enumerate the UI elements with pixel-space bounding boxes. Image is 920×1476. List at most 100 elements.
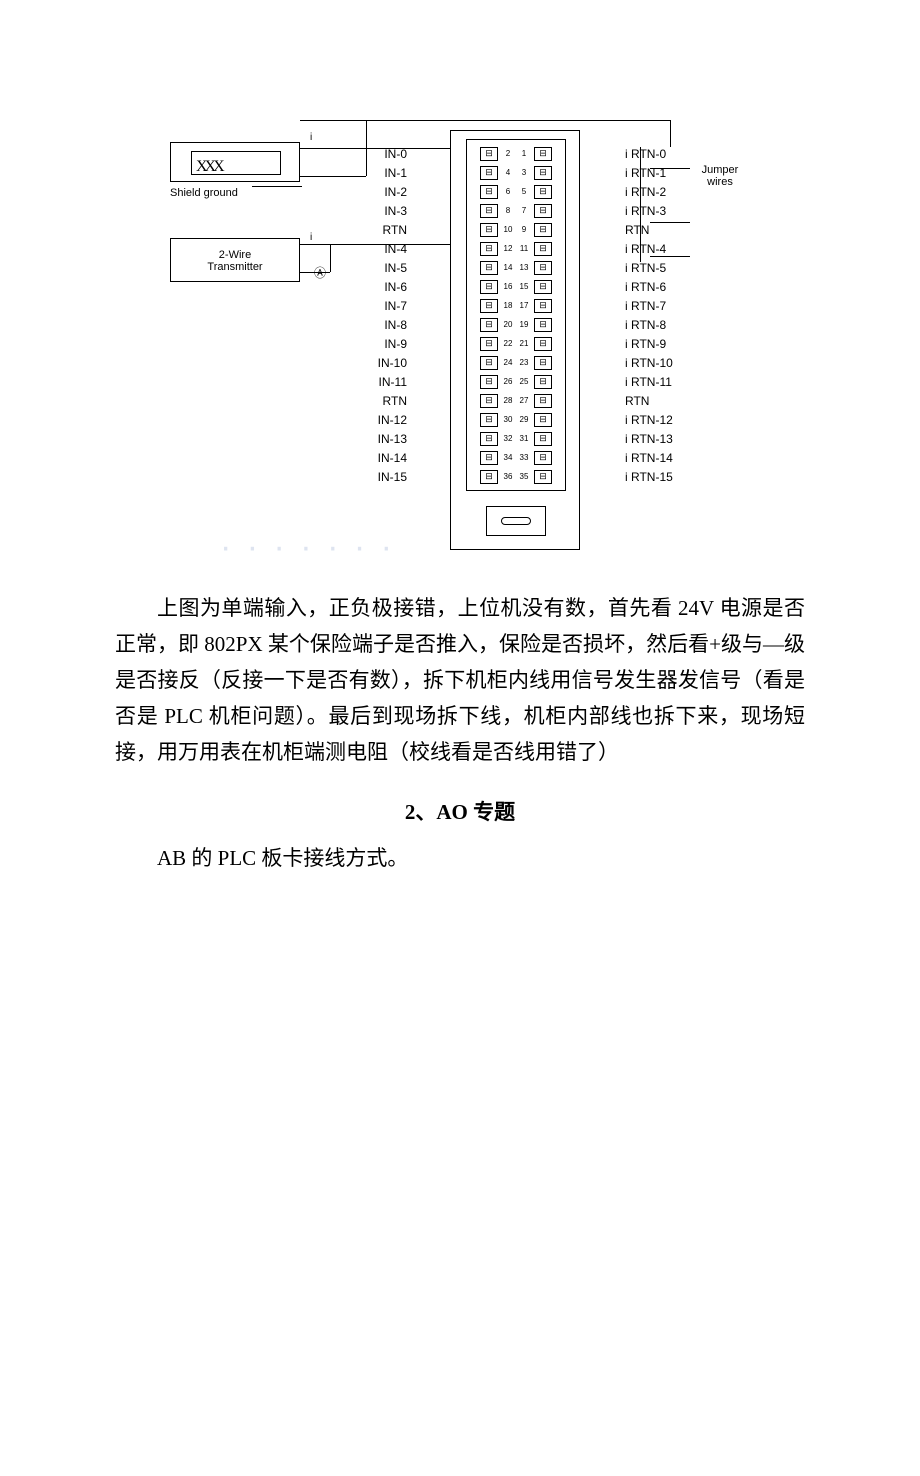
label-left: RTN	[363, 394, 407, 408]
jumper-line-1	[650, 168, 690, 169]
terminal-screw	[534, 337, 552, 351]
terminal-row: IN-51413i RTN-5	[467, 258, 565, 277]
terminal-number-right: 15	[518, 282, 530, 291]
terminal-number-right: 35	[518, 472, 530, 481]
terminal-screw	[480, 299, 498, 313]
jumper-bus	[640, 147, 641, 262]
terminal-screw	[480, 242, 498, 256]
terminal-number-right: 5	[518, 187, 530, 196]
terminal-row: IN-61615i RTN-6	[467, 277, 565, 296]
terminal-row: IN-153635i RTN-15	[467, 467, 565, 486]
label-right: i RTN-10	[625, 356, 681, 370]
terminal-screw	[534, 375, 552, 389]
label-right: i RTN-5	[625, 261, 681, 275]
terminal-screw	[480, 185, 498, 199]
terminal-number-right: 13	[518, 263, 530, 272]
terminal-number-right: 1	[518, 149, 530, 158]
terminal-screw	[480, 413, 498, 427]
label-left: IN-1	[363, 166, 407, 180]
label-left: IN-2	[363, 185, 407, 199]
terminal-row: IN-112625i RTN-11	[467, 372, 565, 391]
label-left: IN-7	[363, 299, 407, 313]
terminal-screw	[480, 318, 498, 332]
label-left: IN-6	[363, 280, 407, 294]
shield-line	[252, 186, 302, 187]
terminal-number-left: 18	[502, 301, 514, 310]
terminal-row: IN-021i RTN-0	[467, 144, 565, 163]
terminal-screw	[480, 470, 498, 484]
terminal-number-right: 25	[518, 377, 530, 386]
wire-tx2-loop	[330, 244, 331, 272]
four-wire-transmitter-box: XXX	[170, 142, 300, 182]
terminal-screw	[480, 432, 498, 446]
terminal-screw	[480, 337, 498, 351]
label-right: i RTN-9	[625, 337, 681, 351]
label-right: i RTN-2	[625, 185, 681, 199]
label-left: IN-0	[363, 147, 407, 161]
current-marker-2: i	[310, 232, 312, 243]
terminal-number-left: 26	[502, 377, 514, 386]
terminal-number-left: 36	[502, 472, 514, 481]
terminal-inner: IN-021i RTN-0IN-143i RTN-1IN-265i RTN-2I…	[466, 139, 566, 491]
terminal-number-left: 6	[502, 187, 514, 196]
label-left: IN-10	[363, 356, 407, 370]
terminal-screw	[480, 204, 498, 218]
terminal-number-left: 32	[502, 434, 514, 443]
label-left: IN-4	[363, 242, 407, 256]
label-right: i RTN-0	[625, 147, 681, 161]
paragraph-2: AB 的 PLC 板卡接线方式。	[115, 840, 805, 876]
label-right: i RTN-3	[625, 204, 681, 218]
terminal-number-left: 2	[502, 149, 514, 158]
label-right: i RTN-7	[625, 299, 681, 313]
terminal-screw	[534, 356, 552, 370]
label-right: i RTN-12	[625, 413, 681, 427]
terminal-screw	[534, 451, 552, 465]
terminal-screw	[534, 470, 552, 484]
terminal-screw	[480, 451, 498, 465]
label-right: i RTN-6	[625, 280, 681, 294]
section-heading-ao: 2、AO 专题	[115, 796, 805, 826]
terminal-number-left: 8	[502, 206, 514, 215]
label-right: i RTN-8	[625, 318, 681, 332]
label-left: RTN	[363, 223, 407, 237]
jumper-wires-label: Jumperwires	[690, 164, 750, 188]
terminal-screw	[480, 394, 498, 408]
label-right: RTN	[625, 394, 681, 408]
label-left: IN-13	[363, 432, 407, 446]
terminal-row: IN-102423i RTN-10	[467, 353, 565, 372]
label-right: RTN	[625, 223, 681, 237]
label-right: i RTN-14	[625, 451, 681, 465]
jumper-line-3	[650, 256, 690, 257]
terminal-screw	[534, 185, 552, 199]
terminal-screw	[534, 432, 552, 446]
wiring-diagram: XXX i Shield ground 2-WireTransmitter i …	[170, 120, 750, 560]
terminal-number-right: 9	[518, 225, 530, 234]
terminal-screw	[534, 299, 552, 313]
label-left: IN-9	[363, 337, 407, 351]
jumper-line-2	[650, 222, 690, 223]
terminal-screw	[534, 242, 552, 256]
terminal-number-left: 14	[502, 263, 514, 272]
terminal-number-left: 4	[502, 168, 514, 177]
label-left: IN-12	[363, 413, 407, 427]
terminal-row: IN-71817i RTN-7	[467, 296, 565, 315]
terminal-screw	[534, 394, 552, 408]
terminal-row: IN-123029i RTN-12	[467, 410, 565, 429]
terminal-number-right: 17	[518, 301, 530, 310]
terminal-screw	[534, 223, 552, 237]
terminal-screw	[480, 375, 498, 389]
terminal-number-right: 7	[518, 206, 530, 215]
current-marker-1: i	[310, 132, 312, 143]
terminal-screw	[480, 280, 498, 294]
terminal-number-left: 20	[502, 320, 514, 329]
terminal-row: IN-92221i RTN-9	[467, 334, 565, 353]
label-left: IN-8	[363, 318, 407, 332]
wire-tx2-neg	[300, 272, 330, 273]
terminal-row: IN-82019i RTN-8	[467, 315, 565, 334]
terminal-row: RTN2827RTN	[467, 391, 565, 410]
terminal-number-left: 24	[502, 358, 514, 367]
terminal-number-right: 23	[518, 358, 530, 367]
terminal-row: IN-265i RTN-2	[467, 182, 565, 201]
label-left: IN-15	[363, 470, 407, 484]
terminal-row: IN-133231i RTN-13	[467, 429, 565, 448]
